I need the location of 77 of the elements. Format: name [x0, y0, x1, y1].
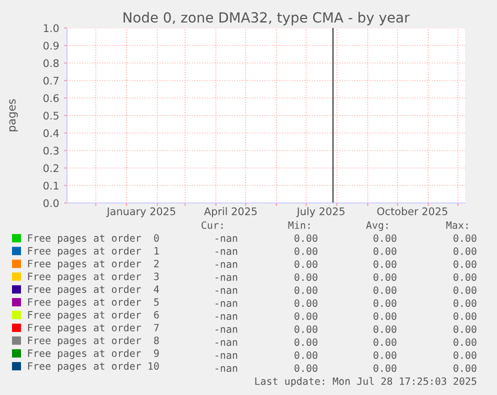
x-tick-label: October 2025 — [377, 207, 448, 216]
text: 0.00 — [374, 351, 396, 359]
text: 0.00 — [294, 247, 318, 255]
y-tick-label: 0.3 — [43, 146, 59, 155]
y-tick-label: 0.2 — [43, 164, 58, 172]
text: 0.00 — [294, 312, 318, 320]
text: 0.00 — [374, 312, 396, 320]
text: Avg: — [366, 221, 388, 231]
text: -nan — [216, 262, 238, 268]
text: 0.00 — [454, 234, 476, 242]
text: 0.00 — [374, 273, 396, 281]
y-tick-label: 0.7 — [43, 76, 58, 85]
y-tick-label: 0.4 — [43, 129, 59, 138]
y-tick-label: 1.0 — [44, 24, 59, 32]
text: 0.00 — [294, 260, 318, 268]
text: -nan — [216, 353, 238, 359]
text: 0.00 — [374, 325, 396, 333]
x-tick-label: July 2025 — [296, 207, 344, 218]
text: 0.00 — [374, 286, 396, 294]
text: 0.00 — [454, 260, 476, 268]
text: 0.00 — [374, 338, 396, 346]
text: Cur: — [202, 221, 223, 229]
legend-label: Free pages at order 7 — [28, 324, 159, 334]
text: 0.00 — [454, 312, 476, 320]
text: 0.00 — [454, 286, 476, 294]
text: Max: — [446, 221, 468, 229]
legend-label: Free pages at order 6 — [28, 310, 159, 321]
text: 0.00 — [294, 273, 318, 281]
text: -nan — [216, 301, 238, 307]
text: 0.00 — [454, 351, 476, 359]
text: -nan — [216, 236, 238, 242]
x-tick-label: January 2025 — [106, 207, 176, 218]
text: 0.00 — [374, 299, 396, 307]
text: 0.00 — [294, 338, 318, 346]
chart-title: Node 0, zone DMA32, type CMA - by year — [124, 12, 410, 26]
legend-label: Free pages at order 0 — [28, 234, 159, 244]
text: 0.00 — [374, 247, 396, 255]
text: 0.00 — [294, 286, 318, 294]
y-tick-label: 0.9 — [43, 42, 59, 50]
legend-label: Free pages at order 9 — [28, 349, 159, 359]
text: 0.00 — [294, 351, 318, 359]
text: -nan — [216, 275, 238, 281]
legend-label: Free pages at order 5 — [28, 298, 159, 308]
text: 0.00 — [454, 338, 476, 346]
text: 0.00 — [454, 247, 476, 255]
text: 0.00 — [454, 273, 476, 281]
y-tick-label: 0.5 — [43, 112, 58, 120]
legend-label: Free pages at order 3 — [28, 272, 159, 282]
text: 0.00 — [374, 260, 396, 268]
text: 0.00 — [454, 299, 476, 307]
text: 0.00 — [294, 299, 318, 307]
text: Min: — [288, 221, 310, 229]
text: 0.00 — [374, 234, 396, 242]
y-axis-title: pages — [9, 99, 18, 132]
text: -nan — [216, 327, 238, 333]
text: -nan — [216, 340, 238, 346]
legend-label: Free pages at order 1 — [28, 246, 159, 257]
legend-label: Free pages at order 2 — [28, 260, 159, 270]
legend-label: Free pages at order 4 — [28, 285, 159, 295]
text: -nan — [216, 288, 238, 294]
text: 0.00 — [294, 325, 318, 333]
text: -nan — [216, 249, 238, 255]
y-tick-label: 0.0 — [43, 199, 59, 208]
text: 0.00 — [454, 325, 476, 333]
y-tick-label: 0.1 — [43, 182, 58, 190]
legend-label: Free pages at order 10 — [28, 362, 159, 372]
text: -nan — [216, 366, 238, 372]
text: 0.00 — [294, 364, 318, 372]
x-tick-label: April 2025 — [204, 207, 257, 218]
text: Last update: Mon Jul 28 17:25:03 2025 — [255, 377, 476, 387]
text: 0.00 — [454, 364, 476, 372]
legend-label: Free pages at order 8 — [28, 336, 159, 346]
y-tick-label: 0.6 — [43, 94, 59, 102]
text: 0.00 — [374, 364, 396, 372]
text: -nan — [216, 314, 238, 320]
text: 0.00 — [294, 234, 318, 242]
y-tick-label: 0.8 — [43, 59, 59, 68]
